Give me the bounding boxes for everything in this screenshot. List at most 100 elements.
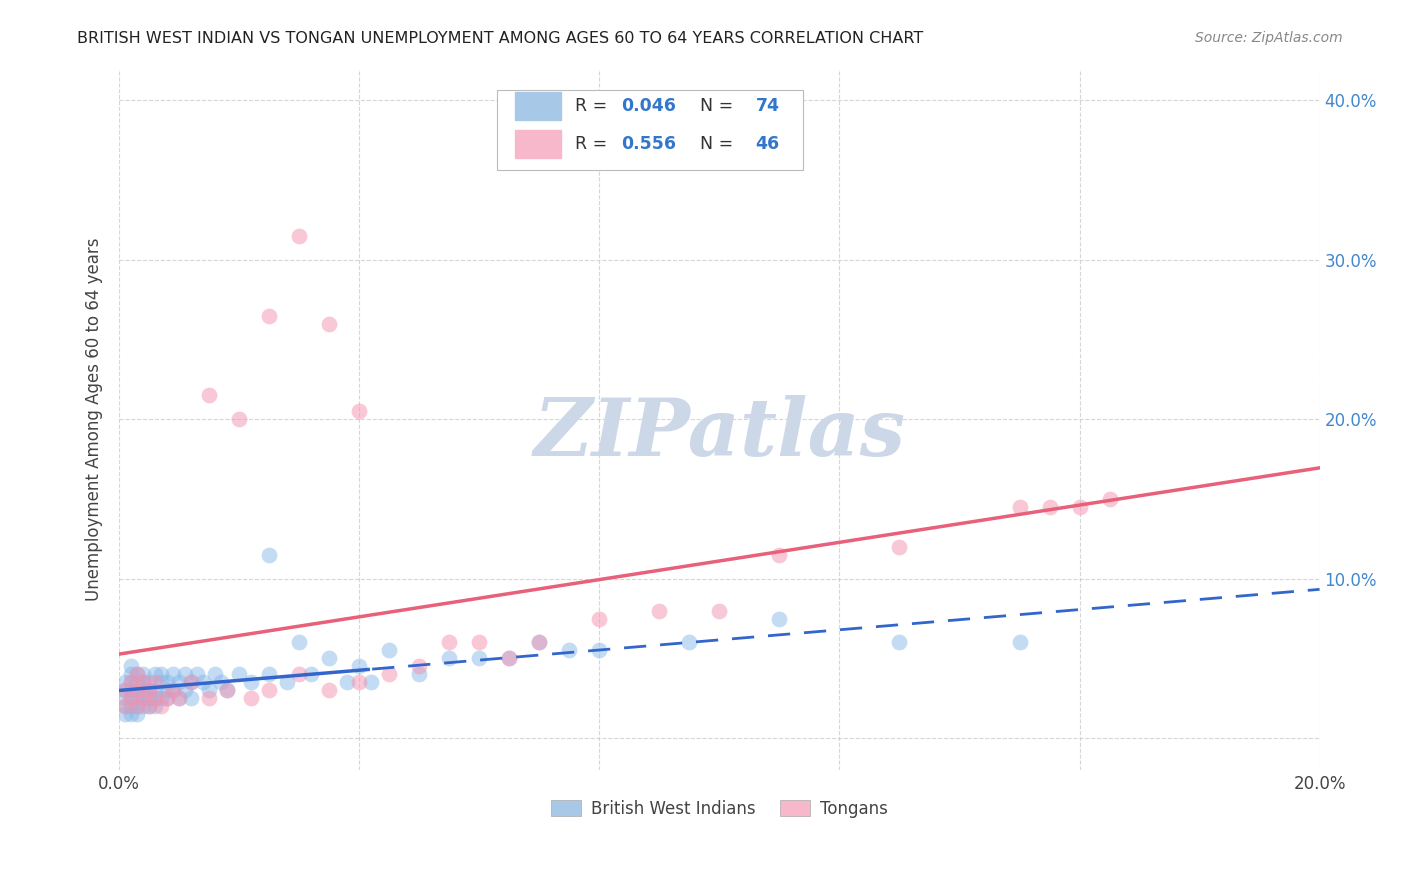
Point: [127, 691, 149, 706]
Point: [162, 683, 184, 698]
Point: [132, 691, 155, 706]
Point: [1008, 635, 1031, 649]
Point: [132, 691, 155, 706]
Point: [217, 683, 239, 698]
Text: 0.556: 0.556: [621, 135, 676, 153]
Point: [349, 404, 371, 418]
Point: [132, 675, 155, 690]
Point: [1069, 500, 1091, 514]
Point: [127, 667, 149, 681]
Point: [150, 667, 173, 681]
Point: [132, 667, 155, 681]
Point: [360, 675, 382, 690]
Point: [349, 659, 371, 673]
Point: [180, 691, 202, 706]
Point: [1098, 491, 1121, 506]
Point: [336, 675, 359, 690]
Point: [648, 603, 671, 617]
Point: [114, 683, 136, 698]
Point: [1038, 500, 1060, 514]
Point: [889, 540, 911, 554]
Point: [127, 667, 149, 681]
Point: [378, 643, 401, 657]
Point: [120, 691, 142, 706]
Point: [198, 691, 221, 706]
Point: [240, 691, 263, 706]
Text: 74: 74: [755, 97, 779, 115]
FancyBboxPatch shape: [516, 92, 561, 120]
Point: [198, 388, 221, 402]
Point: [150, 675, 173, 690]
Point: [120, 675, 142, 690]
Point: [150, 691, 173, 706]
Point: [127, 699, 149, 714]
Point: [558, 643, 581, 657]
Point: [138, 691, 160, 706]
Point: [138, 683, 160, 698]
Point: [529, 635, 551, 649]
Point: [709, 603, 731, 617]
Point: [169, 675, 191, 690]
Point: [588, 611, 610, 625]
Point: [174, 667, 197, 681]
Point: [162, 683, 184, 698]
Point: [180, 675, 202, 690]
Text: R =: R =: [575, 135, 613, 153]
Point: [318, 683, 340, 698]
Point: [498, 651, 520, 665]
Point: [228, 667, 250, 681]
Point: [768, 548, 790, 562]
Point: [217, 683, 239, 698]
Point: [127, 699, 149, 714]
Point: [588, 643, 610, 657]
Point: [114, 699, 136, 714]
Text: Source: ZipAtlas.com: Source: ZipAtlas.com: [1195, 31, 1343, 45]
Point: [259, 548, 281, 562]
Point: [768, 611, 790, 625]
Point: [209, 675, 232, 690]
Y-axis label: Unemployment Among Ages 60 to 64 years: Unemployment Among Ages 60 to 64 years: [86, 237, 103, 601]
Point: [678, 635, 700, 649]
Point: [889, 635, 911, 649]
Point: [132, 675, 155, 690]
Point: [138, 699, 160, 714]
Point: [468, 635, 491, 649]
Point: [162, 667, 184, 681]
Point: [120, 707, 142, 722]
Point: [193, 675, 215, 690]
Point: [114, 675, 136, 690]
Point: [276, 675, 298, 690]
Point: [143, 675, 166, 690]
Point: [174, 683, 197, 698]
Point: [143, 691, 166, 706]
Text: N =: N =: [689, 97, 740, 115]
Point: [259, 667, 281, 681]
Point: [127, 707, 149, 722]
Point: [468, 651, 491, 665]
Point: [288, 228, 311, 243]
Point: [132, 699, 155, 714]
Point: [156, 691, 179, 706]
Point: [408, 667, 430, 681]
Text: BRITISH WEST INDIAN VS TONGAN UNEMPLOYMENT AMONG AGES 60 TO 64 YEARS CORRELATION: BRITISH WEST INDIAN VS TONGAN UNEMPLOYME…: [77, 31, 924, 46]
Text: 0.046: 0.046: [621, 97, 676, 115]
Point: [240, 675, 263, 690]
Point: [120, 691, 142, 706]
Point: [143, 691, 166, 706]
Text: N =: N =: [689, 135, 740, 153]
Point: [318, 651, 340, 665]
Point: [439, 651, 461, 665]
Point: [439, 635, 461, 649]
Point: [114, 707, 136, 722]
Point: [127, 683, 149, 698]
Point: [120, 667, 142, 681]
Point: [138, 699, 160, 714]
Point: [318, 317, 340, 331]
Point: [120, 675, 142, 690]
Point: [120, 683, 142, 698]
Point: [186, 667, 208, 681]
Point: [150, 699, 173, 714]
Point: [228, 412, 250, 426]
Point: [120, 659, 142, 673]
Point: [143, 683, 166, 698]
